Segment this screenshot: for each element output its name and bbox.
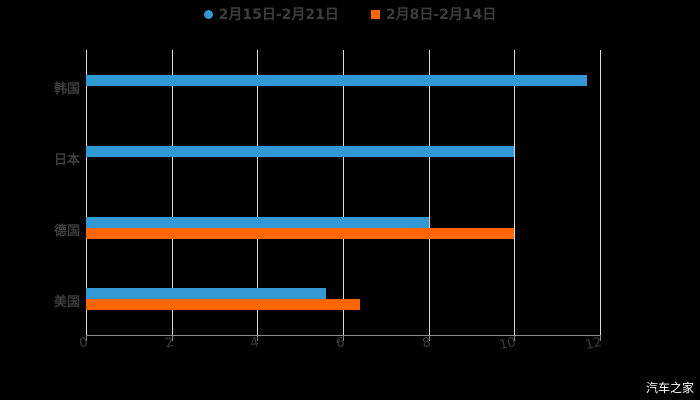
bar-德国-series2[interactable] bbox=[86, 228, 515, 240]
bar-美国-series2[interactable] bbox=[86, 299, 361, 311]
x-tick bbox=[343, 335, 344, 341]
legend-marker-blue-icon bbox=[203, 9, 213, 19]
bar-德国-series1[interactable] bbox=[86, 217, 429, 229]
x-tick-label: 6 bbox=[335, 335, 347, 352]
x-tick bbox=[86, 335, 87, 341]
gridline bbox=[600, 50, 601, 335]
category-label: 德国 bbox=[53, 224, 80, 240]
legend-marker-orange-icon bbox=[370, 9, 380, 19]
gridline bbox=[171, 50, 173, 335]
legend-label-series1: 2月15日-2月21日 bbox=[218, 7, 339, 23]
x-tick bbox=[514, 335, 516, 341]
x-tick-label: 10 bbox=[498, 335, 518, 354]
bar-日本-series1[interactable] bbox=[86, 145, 515, 157]
x-tick bbox=[428, 335, 430, 341]
category-label: 韩国 bbox=[53, 81, 80, 97]
chart-legend: 2月15日-2月21日 2月8日-2月14日 bbox=[0, 4, 700, 24]
gridline bbox=[514, 50, 516, 335]
x-tick-label: 4 bbox=[249, 335, 261, 352]
legend-item-series2[interactable]: 2月8日-2月14日 bbox=[370, 4, 497, 24]
x-tick-label: 8 bbox=[420, 335, 432, 352]
gridline bbox=[257, 50, 259, 335]
category-label: 日本 bbox=[53, 152, 80, 168]
x-tick-label: 2 bbox=[163, 335, 175, 352]
x-tick-label: 0 bbox=[78, 335, 90, 352]
bar-韩国-series1[interactable] bbox=[86, 74, 588, 86]
x-tick bbox=[171, 335, 173, 341]
legend-label-series2: 2月8日-2月14日 bbox=[385, 7, 497, 23]
plot-area bbox=[86, 50, 601, 335]
x-tick-label: 12 bbox=[583, 335, 604, 354]
x-tick bbox=[257, 335, 259, 341]
gridline bbox=[428, 50, 430, 335]
legend-item-series1[interactable]: 2月15日-2月21日 bbox=[203, 4, 339, 24]
gridline bbox=[343, 50, 344, 335]
category-label: 美国 bbox=[53, 295, 80, 311]
watermark: 汽车之家 bbox=[645, 381, 694, 395]
x-tick bbox=[600, 335, 601, 341]
y-axis-line bbox=[86, 50, 87, 335]
bar-美国-series1[interactable] bbox=[86, 288, 326, 300]
